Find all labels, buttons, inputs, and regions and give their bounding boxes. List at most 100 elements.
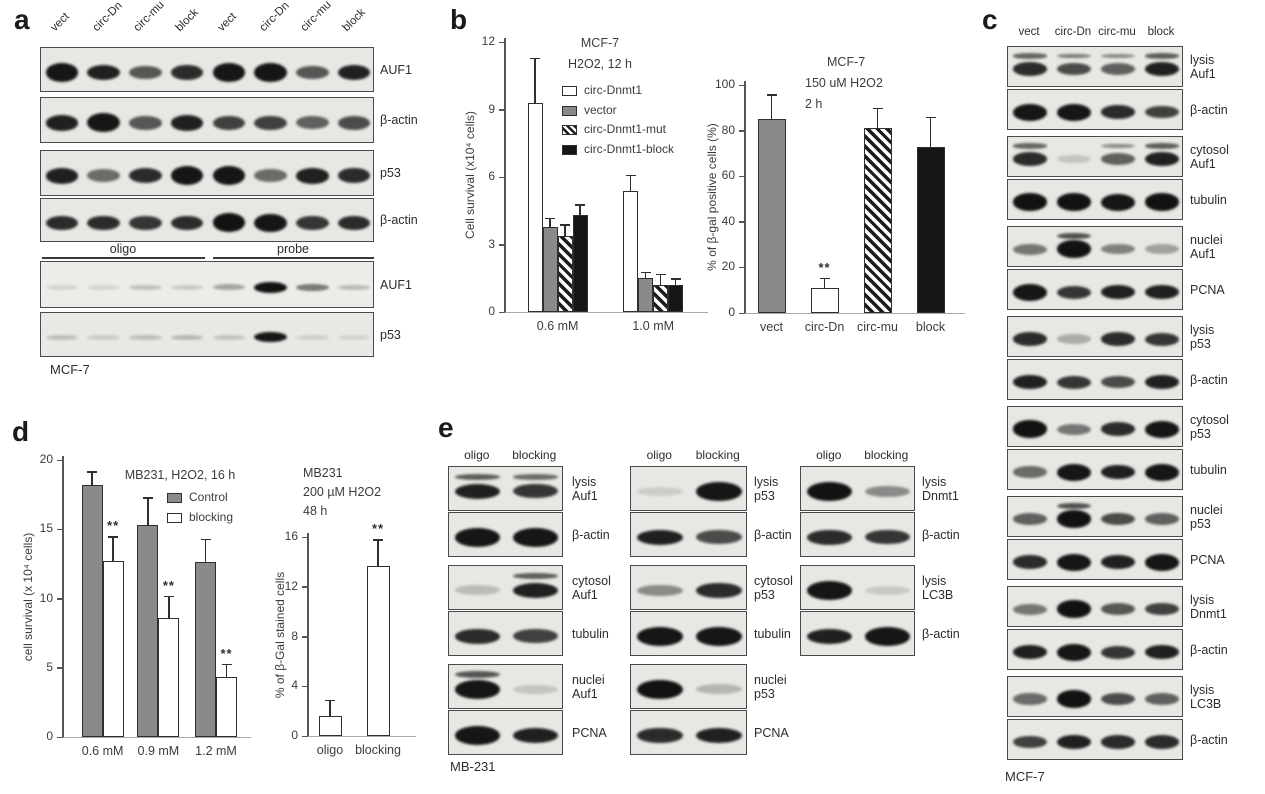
y-tick-label: 60 <box>721 168 735 183</box>
y-tick <box>499 109 505 111</box>
y-tick-label: 0 <box>291 728 298 742</box>
band <box>45 334 79 340</box>
error-bar <box>377 539 379 566</box>
error-bar-cap <box>373 539 383 541</box>
band <box>170 284 204 291</box>
band <box>129 168 162 184</box>
band <box>637 679 684 699</box>
band <box>87 284 120 290</box>
y-tick <box>302 586 308 588</box>
band <box>1144 735 1180 749</box>
error-bar-cap <box>200 538 211 541</box>
bar-vector <box>542 226 558 312</box>
band <box>87 169 120 183</box>
band <box>512 582 558 598</box>
band <box>455 671 501 679</box>
error-bar <box>876 107 879 129</box>
band <box>254 169 287 183</box>
band <box>864 485 910 497</box>
band <box>1056 463 1092 481</box>
error-bar <box>168 595 170 618</box>
blot-cytosol-p53 <box>1007 406 1183 447</box>
band <box>337 64 371 80</box>
band <box>1100 153 1136 165</box>
band <box>1100 645 1136 659</box>
band <box>170 166 204 186</box>
y-tick <box>739 312 745 314</box>
band <box>212 115 246 130</box>
band <box>1100 555 1136 569</box>
band <box>455 528 501 547</box>
band <box>1056 62 1092 76</box>
y-tick-label: 20 <box>721 259 735 274</box>
error-bar-cap <box>655 273 666 276</box>
bar-oligo <box>318 716 342 736</box>
lane-label: vect <box>48 10 72 34</box>
blot-lysis-p53 <box>630 466 747 511</box>
bar-circ-Dnmt1-mut <box>653 285 669 312</box>
protein-label: tubulin <box>572 626 609 641</box>
lane-label: block <box>1147 26 1175 38</box>
error-bar <box>659 273 662 285</box>
band <box>1056 53 1092 59</box>
band <box>1056 735 1092 749</box>
protein-label: tubulin <box>754 626 791 641</box>
blot-lysis-LC3B <box>1007 676 1183 717</box>
band <box>1056 240 1092 258</box>
blot-lysis-p53 <box>1007 316 1183 357</box>
lane-label: block <box>340 6 369 34</box>
y-tick-label: 20 <box>39 452 53 466</box>
bar-Control <box>81 484 103 737</box>
lane-label: circ-mu <box>1098 26 1136 38</box>
band <box>807 581 853 600</box>
band <box>1056 334 1092 344</box>
band <box>1144 463 1180 481</box>
band <box>1144 152 1180 166</box>
error-bar <box>329 699 331 717</box>
band <box>87 334 120 340</box>
protein-label: β-actin <box>380 213 418 227</box>
band <box>254 63 287 82</box>
protein-label: lysis Auf1 <box>572 474 598 503</box>
band <box>170 64 204 80</box>
band <box>212 284 246 291</box>
band <box>1056 193 1092 211</box>
significance-label: ** <box>371 521 385 537</box>
band <box>1056 285 1092 299</box>
band <box>1144 602 1180 616</box>
y-axis <box>744 81 746 313</box>
band <box>1144 285 1180 299</box>
band <box>296 65 329 79</box>
error-bar-cap <box>221 663 232 666</box>
blot-tubulin <box>630 611 747 656</box>
protein-label: cytosol Auf1 <box>1190 142 1229 171</box>
band <box>1012 735 1048 749</box>
blot-tubulin <box>1007 179 1183 220</box>
band <box>1056 375 1092 389</box>
legend-swatch-blocking <box>167 513 182 523</box>
legend-swatch-circ-Dnmt1-mut <box>562 125 577 135</box>
x-category-label: blocking <box>355 743 401 757</box>
band <box>129 215 162 230</box>
band <box>455 585 501 596</box>
bar-circ-Dnmt1 <box>527 102 543 312</box>
blot-lysis-Auf1 <box>448 466 563 511</box>
band <box>1100 692 1136 706</box>
bar-Control <box>137 525 159 737</box>
band <box>1100 375 1136 389</box>
error-bar <box>225 663 228 678</box>
band <box>1012 143 1048 149</box>
bar-circ-Dn <box>810 287 839 313</box>
band <box>1144 332 1180 346</box>
band <box>455 680 501 699</box>
lane-label: oligo <box>464 448 490 462</box>
band <box>254 213 287 232</box>
band <box>807 529 853 545</box>
error-bar <box>112 536 114 562</box>
y-tick-label: 0 <box>488 304 495 318</box>
x-category-label: 0.6 mM <box>536 319 579 333</box>
lane-label: circ-Dn <box>1054 26 1092 38</box>
y-tick <box>302 685 308 688</box>
band <box>1012 332 1048 346</box>
band <box>807 481 853 501</box>
